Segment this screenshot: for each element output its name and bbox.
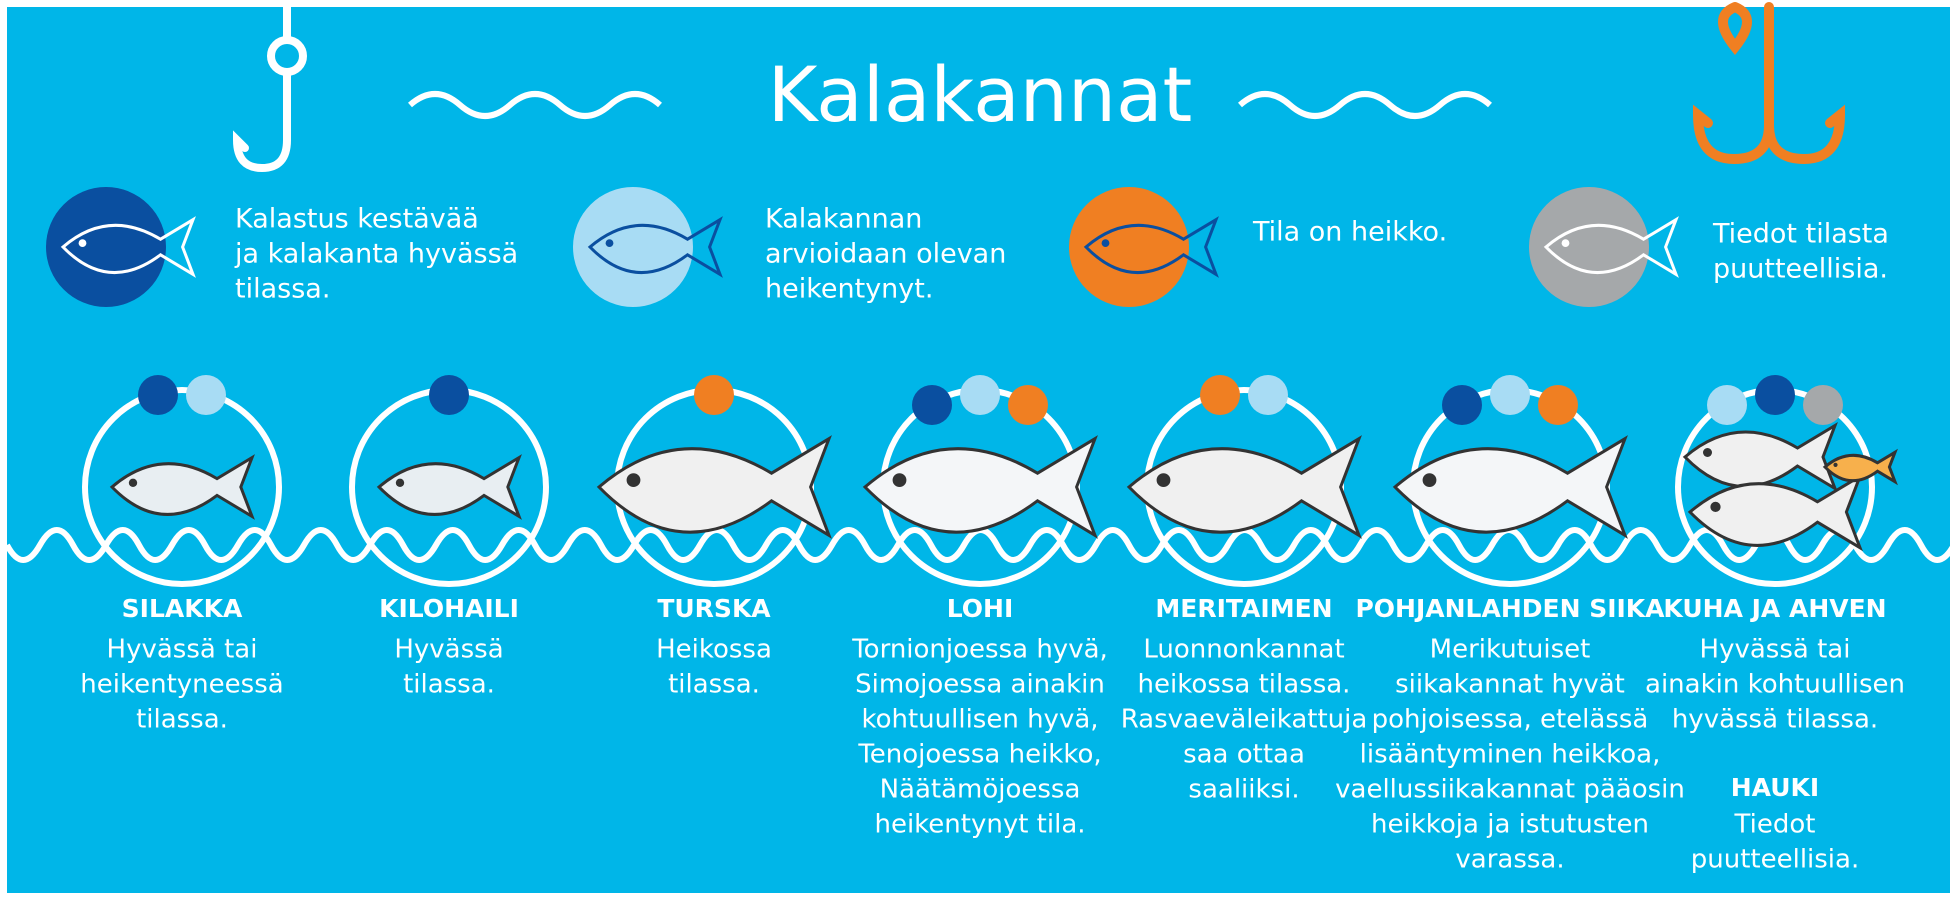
species-text: siikakannat hyvät (1395, 670, 1625, 700)
species-text: Luonnonkannat (1143, 635, 1344, 665)
species-text: varassa. (1455, 845, 1564, 875)
species-text: lisääntyminen heikkoa, (1360, 740, 1661, 770)
status-dot (960, 375, 1000, 415)
species-text: Heikossa (656, 635, 772, 665)
fish-eye (1423, 473, 1437, 487)
fish-eye (606, 239, 614, 247)
species-text: heikentynyt tila. (874, 810, 1085, 840)
species-name: LOHI (947, 594, 1014, 623)
species-name: KUHA JA AHVEN (1663, 594, 1886, 623)
species-text: tilassa. (668, 670, 760, 700)
species-text: saaliiksi. (1188, 775, 1299, 805)
species-text: saa ottaa (1183, 740, 1305, 770)
species-name: HAUKI (1731, 773, 1819, 802)
status-dot (1008, 385, 1048, 425)
fish-eye (627, 473, 641, 487)
fish-eye (1710, 502, 1720, 512)
legend-text: Tila on heikko. (1252, 217, 1447, 248)
legend-text: heikentynyt. (765, 274, 933, 305)
status-dot (1803, 385, 1843, 425)
species-text: ainakin kohtuullisen (1645, 670, 1905, 700)
species-text: heikkoja ja istutusten (1371, 810, 1649, 840)
species-text: kohtuullisen hyvä, (861, 705, 1098, 735)
status-dot (1442, 385, 1482, 425)
species-text: vaellussiikakannat pääosin (1335, 775, 1685, 805)
fish-eye (1157, 473, 1171, 487)
species-text: tilassa. (136, 705, 228, 735)
species-text: Rasvaeväleikattuja (1121, 705, 1368, 735)
species-text: heikossa tilassa. (1138, 670, 1351, 700)
legend-text: puutteellisia. (1713, 254, 1888, 285)
fish-eye (79, 239, 87, 247)
status-dot (186, 375, 226, 415)
species-name: TURSKA (657, 594, 771, 623)
legend-text: Tiedot tilasta (1712, 219, 1889, 250)
legend-text: arvioidaan olevan (765, 239, 1006, 270)
species-name: SILAKKA (122, 594, 243, 623)
species-name: MERITAIMEN (1155, 594, 1332, 623)
status-dot (1248, 375, 1288, 415)
fish-eye (1102, 239, 1110, 247)
legend-text: Kalakannan (765, 204, 922, 235)
species-text: Hyvässä tai (1700, 635, 1851, 665)
fish-eye (129, 479, 137, 487)
species-name: KILOHAILI (379, 594, 519, 623)
species-text: Tenojoessa heikko, (857, 740, 1101, 770)
fish-eye (396, 479, 404, 487)
legend-text: ja kalakanta hyvässä (234, 239, 518, 270)
species-text: Hyvässä (394, 635, 503, 665)
status-dot (694, 375, 734, 415)
fish-eye (1562, 239, 1570, 247)
species-text: Hyvässä tai (107, 635, 258, 665)
status-dot (912, 385, 952, 425)
status-dot (1538, 385, 1578, 425)
status-dot (1707, 385, 1747, 425)
fish-eye (1833, 463, 1837, 467)
status-dot (429, 375, 469, 415)
species-text: Tornionjoessa hyvä, (851, 635, 1108, 665)
status-dot (1490, 375, 1530, 415)
species-text: hyvässä tilassa. (1672, 705, 1878, 735)
status-dot (138, 375, 178, 415)
title: Kalakannat (768, 50, 1193, 139)
status-dot (1755, 375, 1795, 415)
fish-eye (893, 473, 907, 487)
species-text: heikentyneessä (80, 670, 283, 700)
species-text: pohjoisessa, etelässä (1372, 705, 1649, 735)
species-text: Tiedot (1734, 810, 1816, 840)
species-name: POHJANLAHDEN SIIKA (1355, 594, 1665, 623)
species-text: Merikutuiset (1430, 635, 1591, 665)
species-text: Näätämöjoessa (880, 775, 1081, 805)
status-dot (1200, 375, 1240, 415)
legend-text: tilassa. (235, 274, 330, 305)
species-text: Simojoessa ainakin (855, 670, 1105, 700)
species-text: tilassa. (403, 670, 495, 700)
fish-eye (1703, 448, 1712, 457)
species-text: puutteellisia. (1691, 845, 1859, 875)
infographic: Kalakannat Kalastus kestävää ja kalakanta… (0, 0, 1957, 900)
legend-text: Kalastus kestävää (235, 204, 479, 235)
